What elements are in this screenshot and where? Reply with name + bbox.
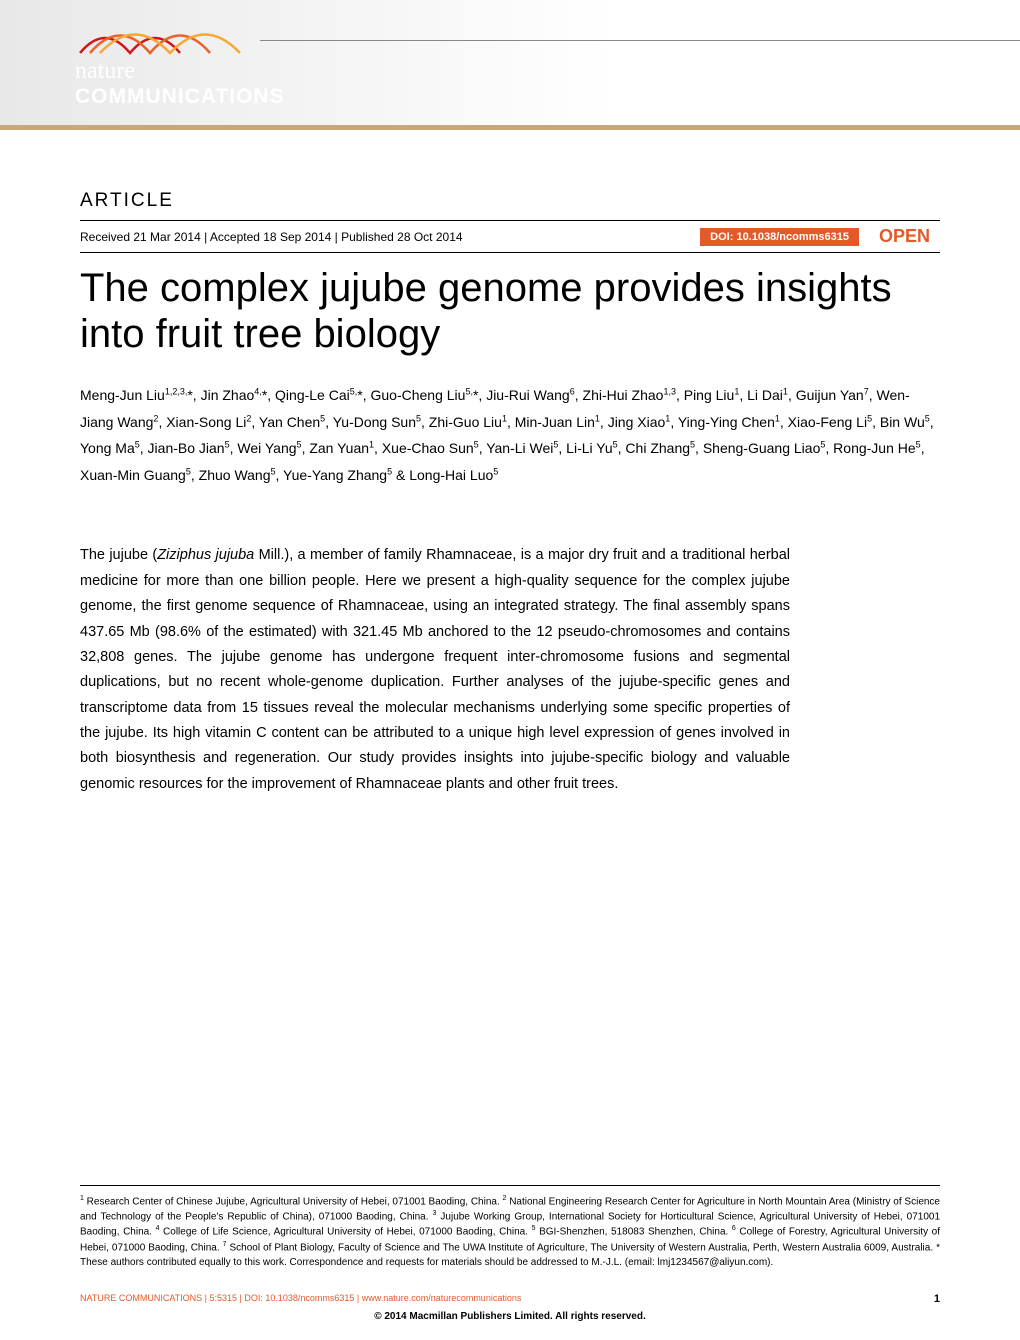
logo-text-nature: nature — [75, 58, 295, 85]
page-number: 1 — [934, 1293, 940, 1305]
footer-citation: NATURE COMMUNICATIONS | 5:5315 | DOI: 10… — [80, 1293, 521, 1305]
journal-header-banner: nature COMMUNICATIONS — [0, 0, 1020, 130]
article-type-label: ARTICLE — [80, 190, 940, 212]
doi-badge: DOI: 10.1038/ncomms6315 — [700, 228, 859, 246]
page-footer: NATURE COMMUNICATIONS | 5:5315 | DOI: 10… — [0, 1293, 1020, 1322]
article-title: The complex jujube genome provides insig… — [80, 265, 940, 357]
abstract-text: The jujube (Ziziphus jujuba Mill.), a me… — [80, 543, 790, 797]
accepted-date: Accepted 18 Sep 2014 — [210, 230, 331, 244]
affiliations-text: 1 Research Center of Chinese Jujube, Agr… — [80, 1194, 940, 1270]
footer-citation-line: NATURE COMMUNICATIONS | 5:5315 | DOI: 10… — [80, 1293, 940, 1305]
logo-wave-icon — [75, 18, 295, 56]
logo-text-communications: COMMUNICATIONS — [75, 85, 295, 109]
copyright-text: © 2014 Macmillan Publishers Limited. All… — [80, 1311, 940, 1322]
header-divider-line — [260, 40, 1020, 41]
dates-text: Received 21 Mar 2014 | Accepted 18 Sep 2… — [80, 230, 680, 244]
article-content: ARTICLE Received 21 Mar 2014 | Accepted … — [0, 130, 1020, 797]
open-access-badge: OPEN — [879, 226, 940, 247]
publication-dates-row: Received 21 Mar 2014 | Accepted 18 Sep 2… — [80, 220, 940, 253]
received-date: Received 21 Mar 2014 — [80, 230, 201, 244]
authors-list: Meng-Jun Liu1,2,3,*, Jin Zhao4,*, Qing-L… — [80, 382, 940, 488]
published-date: Published 28 Oct 2014 — [341, 230, 462, 244]
affiliations-section: 1 Research Center of Chinese Jujube, Agr… — [80, 1185, 940, 1270]
journal-logo: nature COMMUNICATIONS — [75, 18, 295, 109]
